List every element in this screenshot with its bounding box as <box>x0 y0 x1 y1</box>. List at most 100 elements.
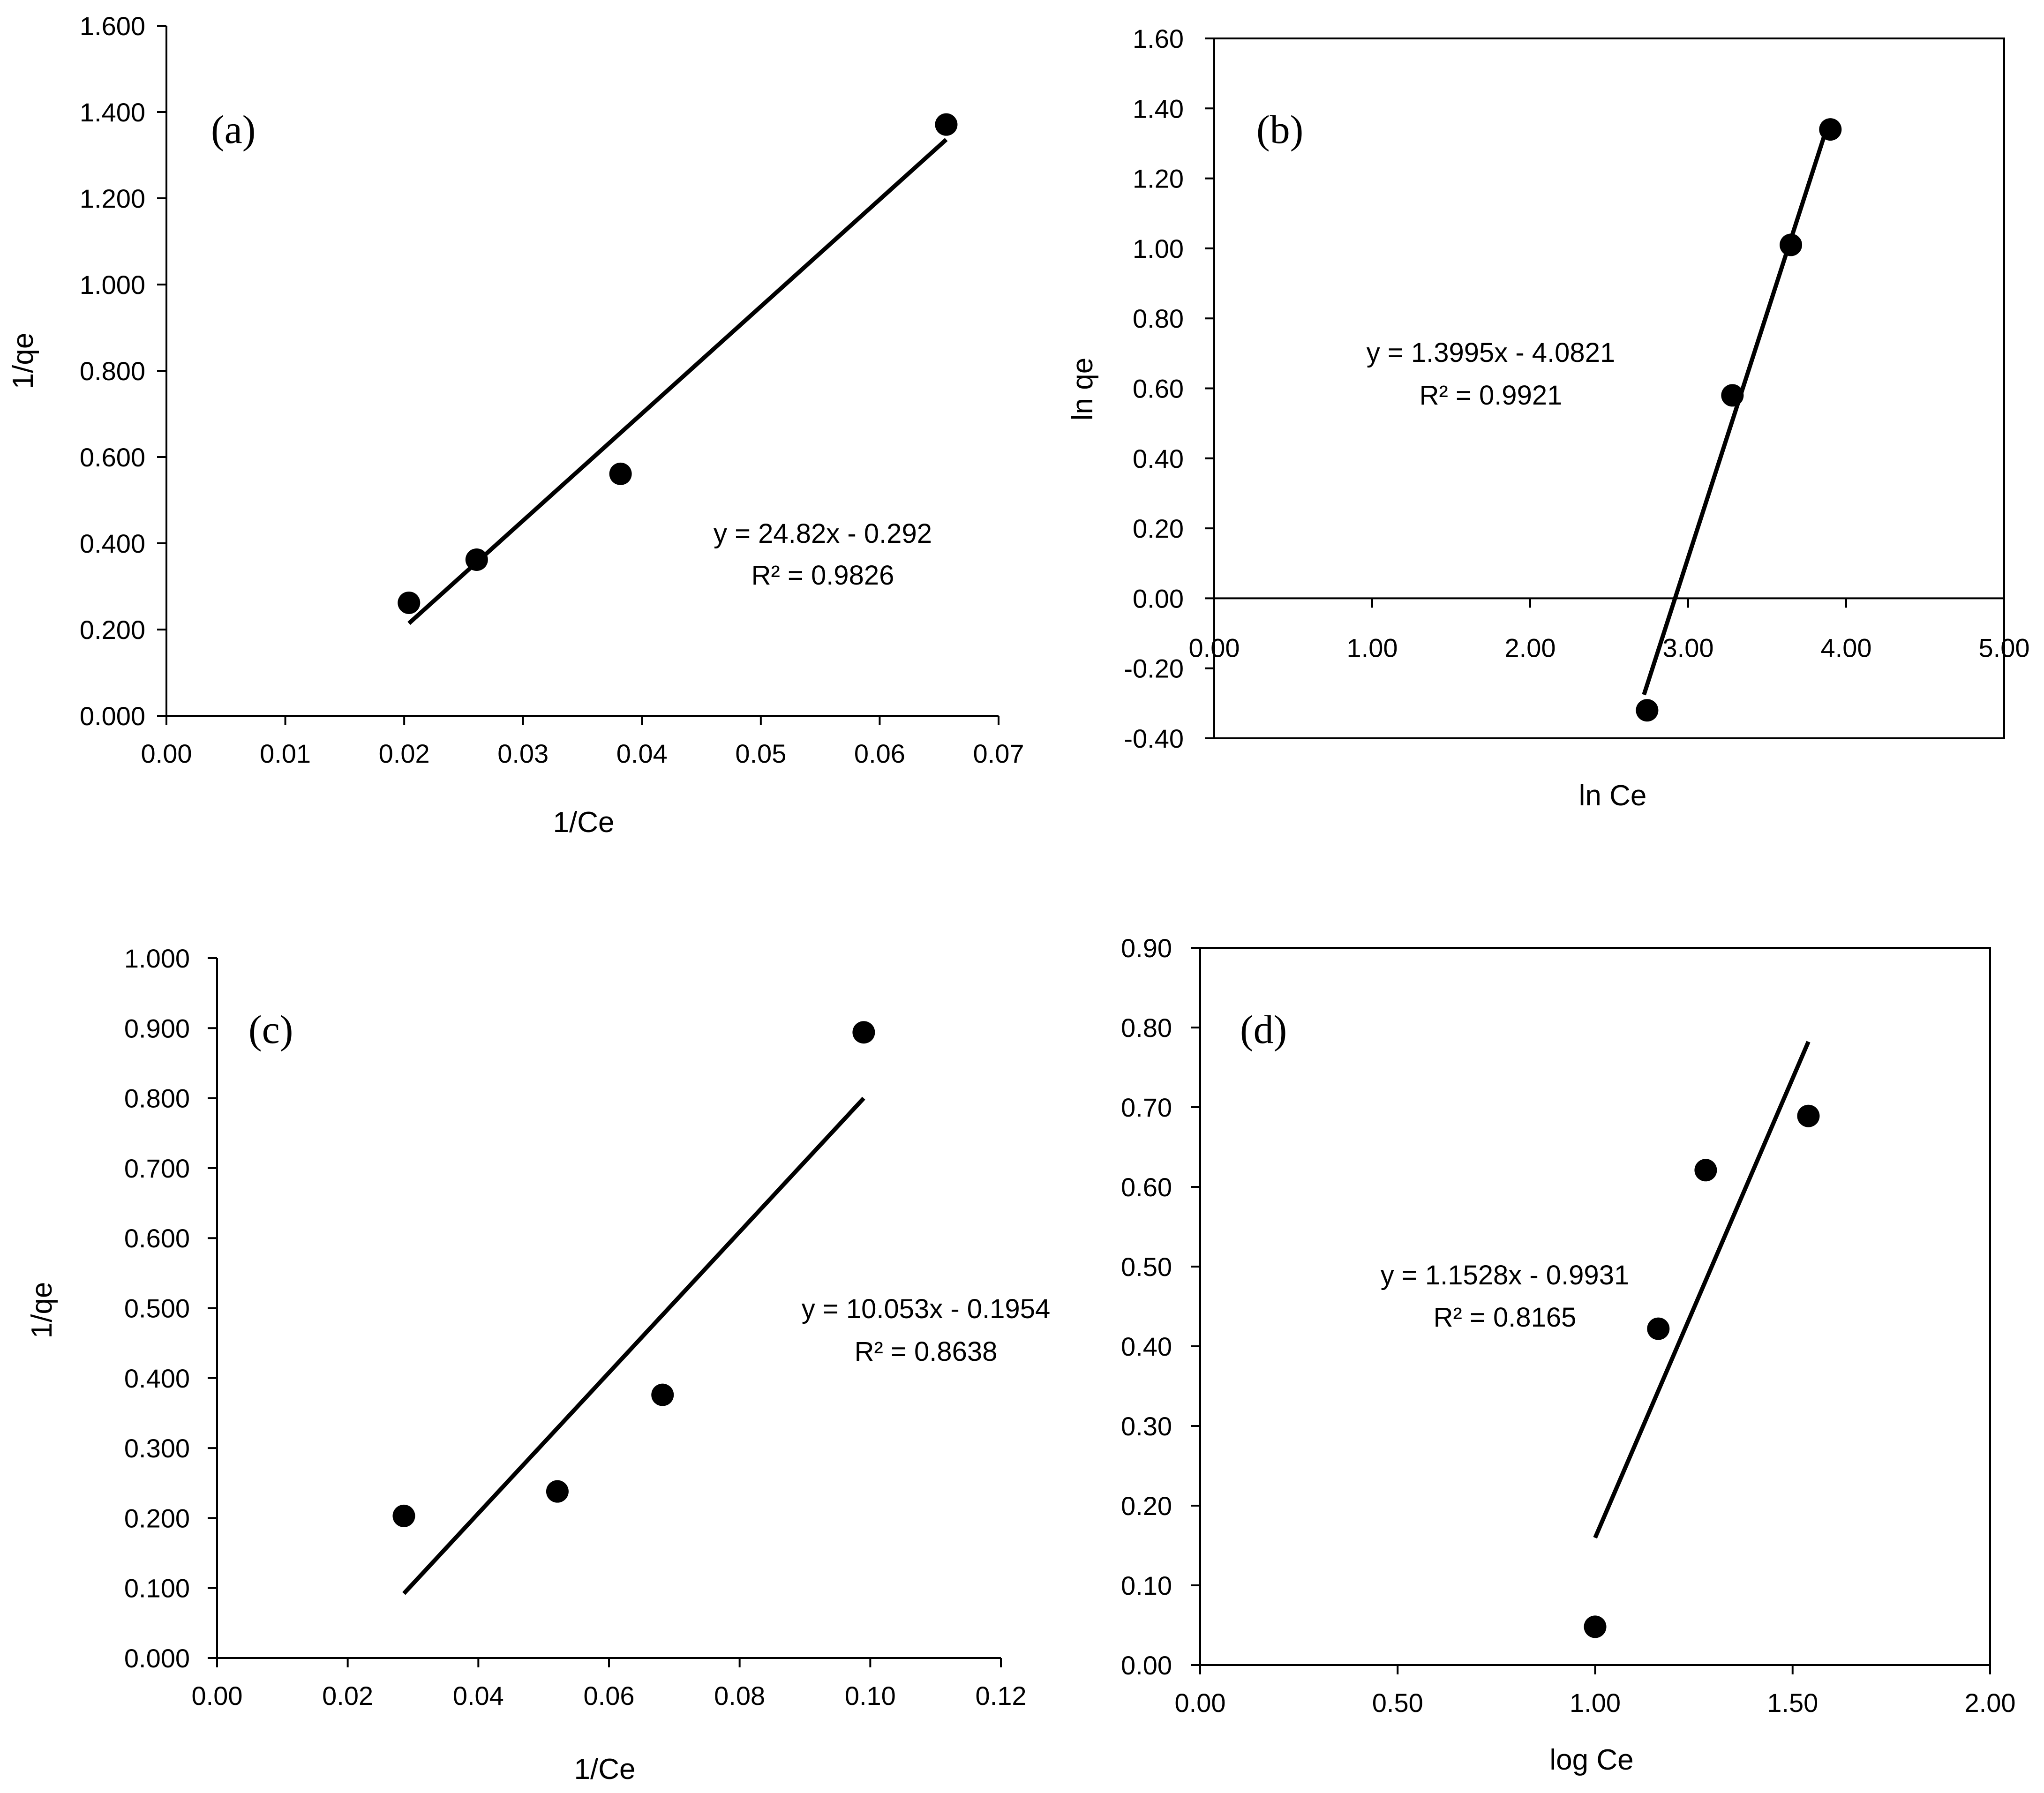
y-tick-label: 0.800 <box>80 356 145 386</box>
panel-tag: (c) <box>248 1007 293 1052</box>
y-tick-label: 0.70 <box>1121 1093 1172 1122</box>
y-tick-label: 0.10 <box>1121 1571 1172 1600</box>
data-point <box>1819 118 1842 141</box>
y-tick-label: 0.400 <box>80 529 145 558</box>
chart-panel-a: 0.000 0.200 0.400 0.600 0.800 1.000 1.200 1.400… <box>7 11 1024 839</box>
r-squared-label: R² = 0.9826 <box>751 560 894 591</box>
y-axis-label: ln qe <box>1067 358 1099 420</box>
x-tick-label: 2.00 <box>1505 633 1556 662</box>
x-tick-label: 4.00 <box>1821 633 1872 662</box>
trendline-equation: y = 10.053x - 0.1954 <box>802 1294 1050 1324</box>
x-tick-label: 0.06 <box>854 739 905 768</box>
data-point <box>1797 1104 1820 1127</box>
trendline <box>1593 1041 1811 1539</box>
r-squared-label: R² = 0.8638 <box>855 1336 998 1367</box>
chart-panel-b: -0.40-0.200.000.200.400.600.801.001.201.… <box>1067 24 2030 812</box>
y-tick-label: -0.40 <box>1124 724 1184 753</box>
y-tick-label: 0.60 <box>1133 374 1184 404</box>
y-tick-label: 0.900 <box>124 1013 190 1043</box>
r-squared-label: R² = 0.8165 <box>1434 1302 1577 1333</box>
chart-panel-d: 0.00 0.10 0.20 0.30 0.40 0.50 0.60 0.70 0.80 0.90… <box>1121 933 2016 1776</box>
x-tick-label: 3.00 <box>1663 633 1714 662</box>
trendline-equation: y = 1.3995x - 4.0821 <box>1367 338 1615 368</box>
y-tick-label: 0.000 <box>124 1643 190 1673</box>
y-tick-label: 0.300 <box>124 1433 190 1463</box>
x-tick-label: 2.00 <box>1965 1688 2016 1718</box>
trendline <box>1642 121 1831 696</box>
y-tick-label: 0.600 <box>124 1223 190 1253</box>
trendline-equation: y = 1.1528x - 0.9931 <box>1381 1260 1629 1290</box>
y-axis-label: 1/qe <box>7 333 39 390</box>
y-tick-label: 0.40 <box>1121 1332 1172 1361</box>
y-tick-label: 0.20 <box>1133 514 1184 543</box>
data-point <box>1721 384 1744 407</box>
panel-tag: (a) <box>211 107 256 152</box>
x-tick-label: 1.00 <box>1570 1688 1621 1718</box>
data-point <box>1647 1317 1670 1340</box>
y-tick-label: 0.50 <box>1121 1252 1172 1282</box>
data-point <box>398 591 421 614</box>
x-axis-label: 1/Ce <box>574 1753 636 1785</box>
x-tick-label: 0.05 <box>735 739 786 768</box>
data-point <box>1636 699 1659 722</box>
y-tick-label: 1.00 <box>1133 234 1184 263</box>
y-tick-label: 0.200 <box>80 615 145 645</box>
plot-frame <box>1213 38 2005 739</box>
data-point <box>392 1504 415 1527</box>
y-tick-label: 1.200 <box>80 184 145 213</box>
data-point <box>465 548 488 571</box>
y-tick-label: 1.60 <box>1133 24 1184 53</box>
x-tick-label: 0.07 <box>973 739 1024 768</box>
y-tick-label: 0.30 <box>1121 1411 1172 1441</box>
y-tick-label: 0.000 <box>80 701 145 731</box>
data-point <box>935 113 958 136</box>
chart-panel-c: 0.000 0.100 0.200 0.300 0.400 0.500 0.600 0.700… <box>26 944 1050 1785</box>
x-axis-label: log Ce <box>1549 1744 1633 1776</box>
data-point <box>651 1383 674 1406</box>
y-tick-label: 1.600 <box>80 11 145 41</box>
x-tick-label: 0.04 <box>616 739 668 768</box>
trendline <box>402 1096 865 1595</box>
trendline <box>407 138 948 625</box>
x-tick-label: 0.00 <box>192 1681 243 1710</box>
x-tick-label: 0.08 <box>714 1681 765 1710</box>
y-tick-label: 0.200 <box>124 1503 190 1533</box>
data-point <box>609 462 632 485</box>
x-tick-label: 0.02 <box>322 1681 373 1710</box>
x-tick-label: 1.00 <box>1347 633 1398 662</box>
y-axis-label: 1/qe <box>26 1282 58 1339</box>
y-tick-label: 0.60 <box>1121 1172 1172 1202</box>
x-tick-label: 0.06 <box>584 1681 635 1710</box>
x-tick-label: 0.02 <box>379 739 430 768</box>
x-tick-label: 0.04 <box>453 1681 504 1710</box>
data-point <box>546 1480 569 1503</box>
y-tick-label: 1.40 <box>1133 94 1184 123</box>
y-tick-label: 0.90 <box>1121 933 1172 963</box>
x-tick-label: 0.03 <box>497 739 549 768</box>
y-tick-label: 0.700 <box>124 1154 190 1183</box>
y-tick-label: 0.80 <box>1121 1013 1172 1043</box>
panel-tag: (b) <box>1256 107 1303 152</box>
x-tick-label: 0.50 <box>1372 1688 1423 1718</box>
x-tick-label: 0.01 <box>260 739 311 768</box>
plot-frame <box>1199 947 1991 1666</box>
y-tick-label: 0.00 <box>1121 1650 1172 1680</box>
y-tick-label: 0.20 <box>1121 1491 1172 1521</box>
trendline-equation: y = 24.82x - 0.292 <box>714 518 932 549</box>
y-tick-label: 0.600 <box>80 443 145 472</box>
y-tick-label: 1.000 <box>124 944 190 973</box>
y-tick-label: 0.80 <box>1133 304 1184 333</box>
x-tick-label: 0.00 <box>1189 633 1240 662</box>
x-tick-label: 0.10 <box>845 1681 896 1710</box>
x-tick-label: 0.12 <box>976 1681 1027 1710</box>
y-tick-label: 0.00 <box>1133 584 1184 613</box>
data-point <box>1780 233 1803 256</box>
x-tick-label: 0.00 <box>1175 1688 1226 1718</box>
y-tick-label: 1.000 <box>80 270 145 300</box>
data-point <box>1584 1615 1607 1638</box>
x-axis-label: ln Ce <box>1579 780 1647 812</box>
y-tick-label: 0.500 <box>124 1294 190 1323</box>
y-tick-label: -0.20 <box>1124 654 1184 683</box>
x-axis-label: 1/Ce <box>553 806 615 839</box>
panel-tag: (d) <box>1240 1007 1287 1052</box>
